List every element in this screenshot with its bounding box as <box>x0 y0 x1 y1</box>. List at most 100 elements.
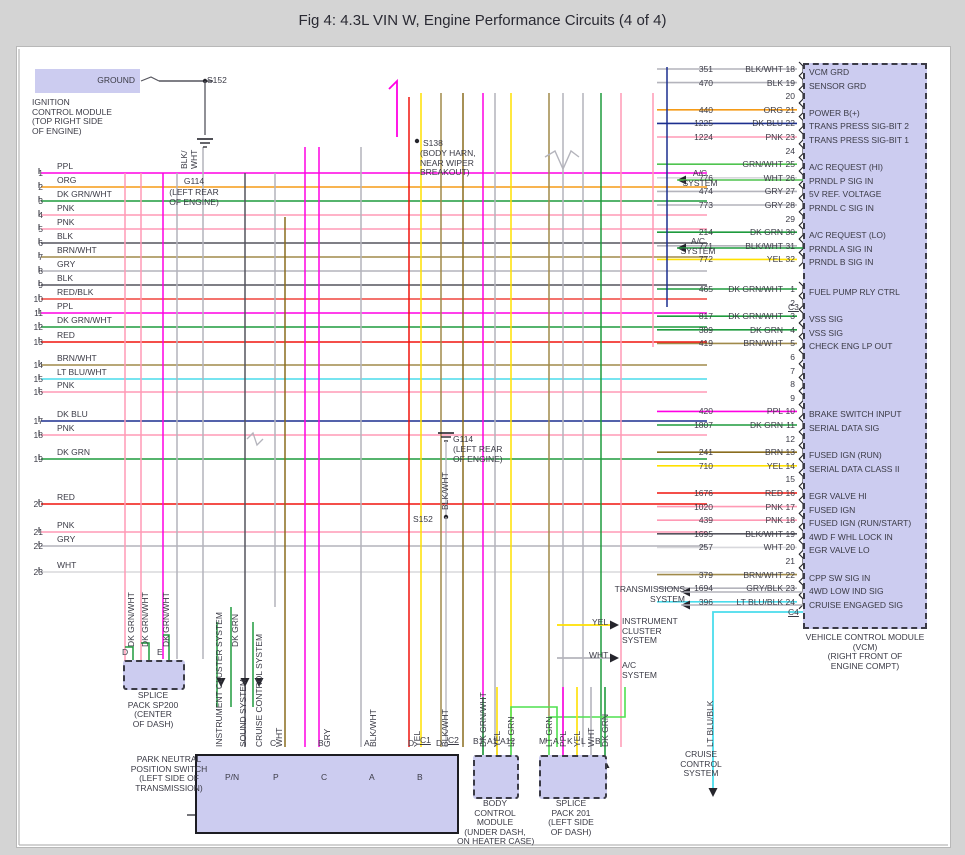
sp201-term-l-id: L <box>581 736 586 746</box>
left-pin-number: 8 <box>38 266 43 276</box>
left-pin-number: 21 <box>33 527 43 537</box>
sound-system-vertical-label: SOUND SYSTEM <box>238 678 248 747</box>
vcm-wire-color: BRN/WHT <box>743 338 783 349</box>
vcm-wire-color: BRN <box>765 447 783 458</box>
vcm-circuit-number: 772 <box>698 254 713 265</box>
vcm-function-label: A/C REQUEST (HI) <box>809 162 883 173</box>
left-pin-wire-color: WHT <box>57 560 77 570</box>
left-pin-number: 23 <box>33 567 43 577</box>
vcm-circuit-number: 710 <box>698 460 713 471</box>
left-pin-wire-color: BLK <box>57 231 74 241</box>
vcm-function-label: VSS SIG <box>809 327 844 338</box>
vcm-circuit-number: 440 <box>698 104 713 115</box>
splice-pack-sp200-name: SPLICE PACK SP200 (CENTER OF DASH) <box>127 690 179 729</box>
vcm-pin-number: 14 <box>785 460 795 471</box>
left-pin-wire-color: ORG <box>57 175 77 185</box>
vcm-function-label: VSS SIG <box>809 314 844 325</box>
vcm-circuit-number: 214 <box>698 227 713 238</box>
pns-term-c-id: C <box>270 738 277 748</box>
bcm-term-a1-id: A1 <box>487 736 498 746</box>
left-pin-number: 14 <box>33 360 43 370</box>
vcm-function-label: PRNDL B SIG IN <box>809 257 874 268</box>
vcm-function-label: FUSED IGN (RUN/START) <box>809 518 912 529</box>
splice-s138-desc: (BODY HARN, NEAR WIPER BREAKOUT) <box>420 148 476 177</box>
vcm-pin-number: 26 <box>785 172 795 183</box>
left-pin-wire-color: BRN/WHT <box>57 245 97 255</box>
vcm-circuit-number: 1020 <box>694 501 713 512</box>
icm-ground-wire-label: BLK/ <box>179 150 189 169</box>
vcm-pin-number: 11 <box>786 420 795 430</box>
vcm-function-label: SERIAL DATA CLASS II <box>809 463 900 474</box>
vcm-function-label: FUSED IGN (RUN) <box>809 450 882 461</box>
left-pin-wire-color: PPL <box>57 301 74 311</box>
vcm-circuit-number: 470 <box>698 77 713 88</box>
pns-conn-c2-label: C2 <box>448 735 459 745</box>
sp201-term-m-id: M <box>539 736 547 746</box>
vcm-function-label: 5V REF. VOLTAGE <box>809 189 882 200</box>
vcm-wire-color: GRY <box>764 186 783 197</box>
left-pin-number: 6 <box>38 238 43 248</box>
vcm-pin-number: 21 <box>785 556 795 566</box>
pns-term-a-wire: BLK/WHT <box>368 709 378 747</box>
vcm-pin-number: 24 <box>785 596 795 607</box>
sp201-term-k-id: K <box>567 736 573 746</box>
ac-system-wht-label: A/C SYSTEM <box>622 660 657 680</box>
vcm-function-label: SENSOR GRD <box>809 80 867 91</box>
vcm-circuit-number: 1807 <box>694 420 713 430</box>
sp200-term-d-id: D <box>122 647 129 657</box>
left-pin-number: 17 <box>33 416 43 426</box>
left-pin-wire-color: RED <box>57 330 75 340</box>
left-pin-wire-color: BRN/WHT <box>57 353 97 363</box>
sp200-term-mid-wire: DK GRN/WHT <box>140 592 150 647</box>
vcm-pin-number: 20 <box>785 91 795 102</box>
vcm-pin-number: 27 <box>785 186 795 197</box>
vcm-pin-number: 18 <box>785 64 795 74</box>
sp201-term-b-id: B <box>595 736 601 746</box>
splice-pack-sp200-box <box>123 660 185 690</box>
vcm-function-label: VCM GRD <box>809 67 850 77</box>
vcm-pin-number: 1 <box>790 284 795 294</box>
vcm-wire-color: DK BLU <box>752 118 783 129</box>
pns-position-label: P <box>273 772 279 782</box>
bcm-term-a12-id: A12 <box>500 736 516 746</box>
vcm-function-label: CHECK ENG LP OUT <box>809 341 893 352</box>
pns-term-d1-id: D <box>408 738 415 748</box>
icm-ground-wire-label-2: WHT <box>189 149 199 169</box>
pns-term-b-id: B <box>318 738 324 748</box>
body-control-module-name: BODY CONTROL MODULE (UNDER DASH, ON HEAT… <box>457 798 535 846</box>
vcm-pin-number: 28 <box>785 200 795 210</box>
vcm-circuit-number: 257 <box>698 542 713 553</box>
cruise-control-system-label: CRUISE CONTROL SYSTEM <box>680 749 722 778</box>
vcm-pin-number: 25 <box>785 159 795 170</box>
pns-position-label: A <box>369 772 375 782</box>
pns-position-label: B <box>417 772 423 782</box>
left-pin-wire-color: BLK <box>57 273 74 283</box>
park-neutral-switch-name: PARK NEUTRAL POSITION SWITCH (LEFT SIDE … <box>130 754 208 793</box>
ground-port-label: GROUND <box>97 75 135 85</box>
vcm-circuit-number: 474 <box>698 186 713 197</box>
vcm-pin-number: 7 <box>790 365 795 376</box>
left-pin-number: 9 <box>38 280 43 290</box>
vcm-circuit-number: 379 <box>698 569 713 580</box>
vcm-wire-color: DK GRN/WHT <box>728 311 783 322</box>
left-pin-number: 19 <box>33 454 43 464</box>
vcm-wire-color: BLK/WHT <box>745 64 783 74</box>
vcm-pin-number: 13 <box>785 447 795 458</box>
vcm-circuit-number: 351 <box>698 64 713 74</box>
vcm-function-label: TRANS PRESS SIG-BIT 1 <box>809 135 909 145</box>
left-pin-wire-color: PNK <box>57 520 75 530</box>
transmissions-system-label: TRANSMISSIONS SYSTEM <box>614 584 685 604</box>
pns-term-a-id: A <box>364 738 370 748</box>
vcm-wire-color: BLK/WHT <box>745 240 783 251</box>
left-pin-number: 5 <box>38 224 43 234</box>
ground-g114-location: (LEFT REAR OF ENGINE) <box>169 187 219 207</box>
vcm-title: VEHICLE CONTROL MODULE (VCM) (RIGHT FRON… <box>805 632 925 671</box>
vcm-function-label: BRAKE SWITCH INPUT <box>809 409 902 420</box>
instrument-cluster-system-label: INSTRUMENT CLUSTER SYSTEM <box>622 616 678 645</box>
vcm-circuit-number: 419 <box>698 338 713 349</box>
vcm-pin-number: 19 <box>785 528 795 539</box>
pns-conn-c1-label: C1 <box>420 735 431 745</box>
vcm-function-label: EGR VALVE HI <box>809 491 867 501</box>
pns-term-d2-id: D <box>436 738 443 748</box>
vcm-circuit-number: 1694 <box>694 583 713 594</box>
